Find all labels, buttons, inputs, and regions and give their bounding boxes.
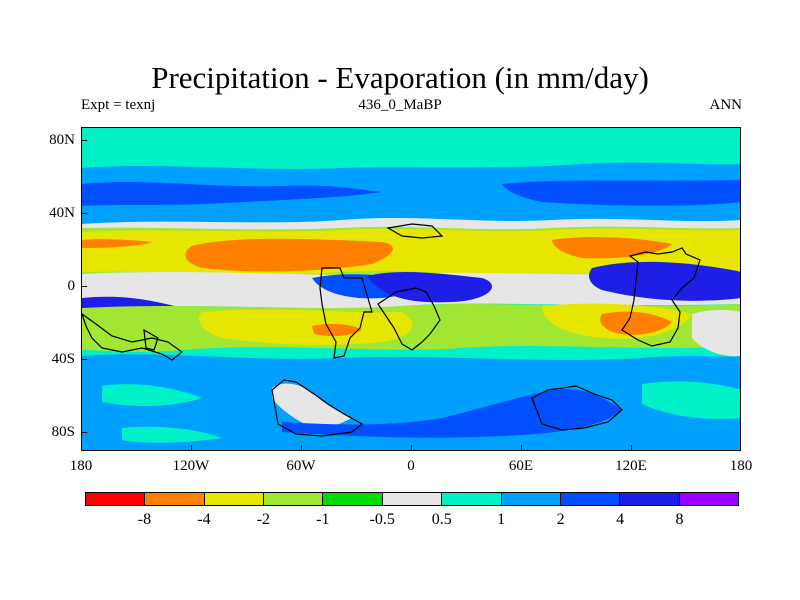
colorbar-label: -0.5 <box>369 511 395 528</box>
y-tick-80N: 80N <box>49 132 75 148</box>
y-tickmark <box>81 432 87 433</box>
y-tick-40S: 40S <box>51 351 75 367</box>
x-tickmark <box>411 445 412 451</box>
y-tick-40N: 40N <box>49 205 75 221</box>
colorbar-swatch <box>382 493 443 505</box>
x-tick-180e: 180 <box>729 458 753 474</box>
x-tick-60E: 60E <box>508 458 534 474</box>
x-tickmark <box>301 445 302 451</box>
field-equator-darkblue-africa <box>367 272 492 303</box>
y-tick-0: 0 <box>67 278 76 294</box>
y-tickmark <box>81 286 87 287</box>
field-nh-orange-west <box>82 239 152 248</box>
y-tickmark <box>81 140 87 141</box>
precip-evap-field <box>82 128 740 450</box>
colorbar-label: 2 <box>556 511 565 528</box>
colorbar-label: 1 <box>497 511 506 528</box>
colorbar-label: -8 <box>137 511 152 528</box>
field-antarctica-gray <box>272 383 352 432</box>
colorbar <box>85 492 739 506</box>
colorbar-swatch <box>442 493 502 505</box>
field-sh-orange-east <box>600 311 672 335</box>
colorbar-label: 4 <box>616 511 625 528</box>
field-equator-darkblue-indian <box>589 261 740 301</box>
colorbar-swatch <box>560 493 621 505</box>
y-tickmark <box>81 213 87 214</box>
x-tick-0: 0 <box>407 458 415 474</box>
y-tickmark <box>81 359 87 360</box>
colorbar-label: 8 <box>675 511 684 528</box>
field-nh-blue-track <box>82 180 740 206</box>
field-nh-orange-pacific <box>185 238 393 272</box>
colorbar-swatch <box>620 493 680 505</box>
experiment-label: Expt = texnj <box>81 97 156 113</box>
field-sh-orange-atlantic <box>312 323 362 337</box>
field-sh-yellow <box>198 309 413 345</box>
colorbar-label: -2 <box>256 511 271 528</box>
x-tick-60W: 60W <box>286 458 316 474</box>
colorbar-label: -4 <box>197 511 211 528</box>
x-tickmark <box>631 445 632 451</box>
colorbar-label: 0.5 <box>431 511 452 528</box>
field-southern-cyan-patches <box>102 381 740 443</box>
colorbar-swatch <box>501 493 561 505</box>
colorbar-swatch <box>323 493 383 505</box>
y-tick-80S: 80S <box>51 424 75 440</box>
field-antarctica-blue <box>282 389 622 438</box>
map-plot-area <box>81 127 741 451</box>
colorbar-label: -1 <box>316 511 330 528</box>
x-tick-120W: 120W <box>172 458 210 474</box>
field-sh-gray-pacific <box>692 310 740 357</box>
x-tick-120E: 120E <box>615 458 647 474</box>
colorbar-swatch <box>145 493 205 505</box>
colorbar-swatch <box>86 493 146 505</box>
x-tickmark <box>521 445 522 451</box>
colorbar-swatch <box>679 493 738 505</box>
x-tick-180w: 180 <box>69 458 93 474</box>
season-label: ANN <box>709 97 743 113</box>
x-tickmark <box>191 445 192 451</box>
colorbar-swatch <box>264 493 324 505</box>
chart-title: Precipitation - Evaporation (in mm/day) <box>151 60 649 95</box>
field-nh-lightblue-band <box>82 162 740 224</box>
continent-outlines <box>82 223 701 437</box>
colorbar-swatch <box>204 493 265 505</box>
period-label: 436_0_MaBP <box>358 97 442 113</box>
